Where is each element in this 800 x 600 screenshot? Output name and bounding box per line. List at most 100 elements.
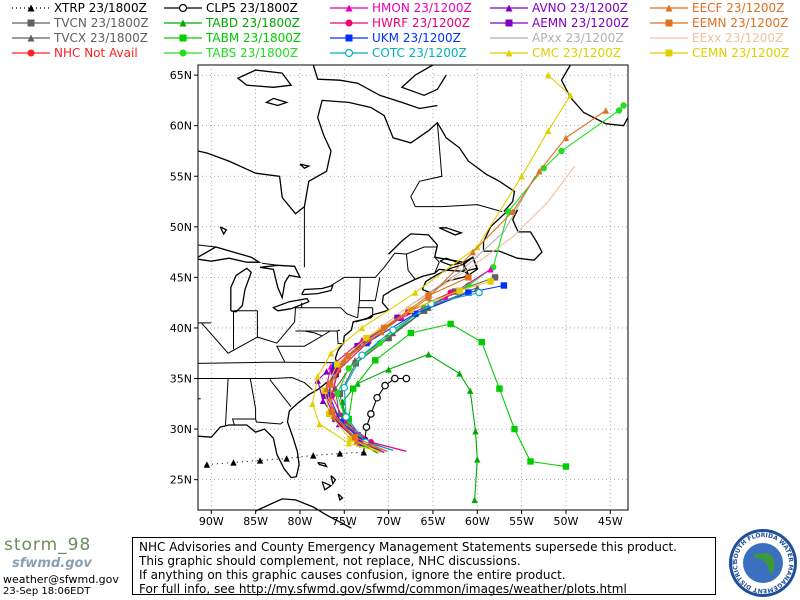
track-tabd-point — [471, 496, 478, 504]
track-eemn-point — [328, 408, 336, 416]
track-xtrp-point — [256, 457, 264, 464]
track-eecf-point — [509, 208, 516, 215]
legend-ukm-label: UKM 23/1200Z — [372, 31, 461, 45]
lat-label: 50N — [170, 221, 192, 234]
legend-tabm: TABM 23/1800Z — [162, 31, 301, 45]
legend-tvcn-marker-icon — [12, 19, 50, 27]
legend-xtrp: XTRP 23/1800Z — [10, 1, 147, 15]
lon-label: 60W — [465, 515, 490, 528]
legend-eecf: EECF 23/1200Z — [648, 1, 784, 15]
track-tabs-point — [558, 147, 565, 155]
track-aemn-point — [321, 392, 328, 399]
track-cemn-point — [456, 287, 463, 294]
disclaimer-line-4: For full info, see http://my.sfwmd.gov/s… — [139, 582, 627, 596]
legend-cmc-label: CMC 23/1200Z — [532, 46, 621, 60]
track-xtrp-point — [360, 449, 367, 456]
track-eecf-point — [323, 385, 330, 392]
track-cmc-point — [545, 127, 552, 134]
legend-apxx-marker-icon — [490, 37, 528, 39]
track-tabd-point — [339, 398, 346, 405]
track-eemn-point — [465, 274, 472, 281]
track-cotc-point — [475, 288, 483, 297]
lon-label: 55W — [509, 515, 534, 528]
track-cmc-point — [545, 71, 552, 79]
track-tabs-point — [615, 107, 623, 114]
legend-cmc-marker-icon — [490, 49, 528, 57]
track-tabs-point — [540, 164, 547, 172]
lon-label: 45W — [598, 515, 623, 528]
lon-label: 50W — [554, 515, 579, 528]
track-cotc-point — [342, 413, 350, 421]
track-tabm-point — [349, 385, 357, 392]
track-tabm-point — [478, 338, 485, 346]
track-cmc-point — [358, 324, 366, 332]
contact-email: weather@sfwmd.gov — [3, 573, 119, 586]
track-xtrp — [203, 449, 367, 468]
legend-ukm: UKM 23/1200Z — [328, 31, 461, 45]
track-eecf-point — [469, 248, 477, 256]
track-cemn-point — [347, 436, 354, 443]
track-eecf-point — [330, 412, 337, 420]
lon-label: 85W — [243, 515, 268, 528]
track-eemn — [326, 274, 472, 452]
track-clp5-point — [391, 374, 399, 383]
disclaimer-line-3: If anything on this graphic causes confu… — [139, 568, 566, 582]
legend-clp5-marker-icon — [164, 3, 202, 13]
legend-tabd: TABD 23/1800Z — [162, 16, 300, 30]
lat-label: 35N — [170, 373, 192, 386]
track-tabm-point — [562, 463, 570, 470]
lon-label: 70W — [376, 515, 401, 528]
track-cmc-point — [567, 92, 574, 99]
legend-clp5: CLP5 23/1800Z — [162, 1, 298, 15]
track-eemn-point — [344, 353, 352, 360]
legend-xtrp-label: XTRP 23/1800Z — [54, 1, 147, 15]
track-eemn-point — [326, 381, 334, 388]
track-clp5-point — [402, 374, 411, 383]
legend-aemn-marker-icon — [490, 19, 528, 27]
legend-eexx-marker-icon — [650, 37, 688, 39]
track-tabd-point — [425, 351, 432, 358]
legend-nhc-marker-icon — [12, 49, 50, 57]
legend-nhc-label: NHC Not Avail — [54, 46, 138, 60]
track-eecf-point — [353, 438, 360, 445]
legend-cmc: CMC 23/1200Z — [488, 46, 621, 60]
track-avno-point — [319, 397, 327, 404]
track-xtrp-point — [203, 461, 211, 468]
lon-label: 65W — [421, 515, 446, 528]
disclaimer-line-1: NHC Advisories and County Emergency Mana… — [139, 540, 677, 554]
legend-avno-marker-icon — [490, 4, 528, 12]
disclaimer-line-2: This graphic should complement, not repl… — [139, 554, 521, 568]
legend-ukm-marker-icon — [330, 34, 368, 42]
legend-tvcn-label: TVCN 23/1800Z — [54, 16, 149, 30]
sfwmd-logo-text: sfwmd.gov — [12, 556, 92, 571]
legend-hmon-marker-icon — [330, 4, 368, 12]
track-clp5-point — [362, 423, 371, 431]
track-cmc-point — [314, 373, 321, 380]
track-cmc-point — [345, 440, 352, 447]
track-cemn-point — [407, 306, 414, 313]
lat-label: 60N — [170, 120, 192, 133]
track-xtrp-point — [230, 459, 237, 466]
track-cmc-point — [316, 420, 323, 428]
track-avno-point — [323, 368, 330, 375]
track-clp5-point — [367, 410, 375, 418]
track-clp5-point — [381, 381, 389, 390]
legend-hmon: HMON 23/1200Z — [328, 1, 472, 15]
legend-cotc-marker-icon — [330, 48, 368, 58]
legend-tabd-marker-icon — [164, 19, 202, 27]
track-tabm-point — [511, 425, 518, 433]
legend-hwrf-label: HWRF 23/1200Z — [372, 16, 471, 30]
legend-tabm-label: TABM 23/1800Z — [206, 31, 302, 45]
track-tabd-point — [466, 387, 474, 394]
track-eecf-point — [536, 167, 543, 175]
legend-cemn-marker-icon — [650, 49, 688, 57]
track-tabd-point — [385, 366, 392, 373]
track-cmc-point — [518, 173, 525, 180]
track-cmc-point — [412, 289, 419, 296]
legend-cotc-label: COTC 23/1200Z — [372, 46, 467, 60]
track-cotc-point — [389, 326, 397, 334]
track-clp5-point — [373, 393, 381, 402]
lat-label: 25N — [170, 474, 192, 487]
track-hmon-point — [443, 294, 450, 301]
track-cmc-point — [309, 400, 316, 408]
